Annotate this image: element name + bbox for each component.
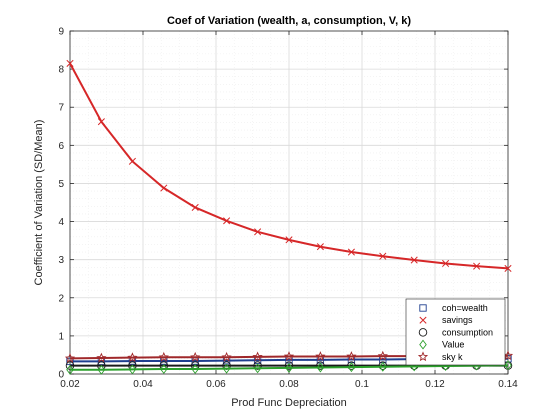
- x-axis-label: Prod Func Depreciation: [231, 397, 347, 409]
- data-point: [473, 262, 481, 270]
- y-tick-label: 9: [58, 27, 64, 38]
- data-point: [316, 361, 325, 370]
- data-point: [128, 157, 136, 165]
- data-point: [254, 228, 262, 236]
- data-point: [316, 243, 324, 251]
- data-point: [347, 362, 356, 373]
- legend: coh=wealth savings consumption Value sky k: [405, 298, 506, 366]
- data-point: [191, 203, 199, 212]
- x-tick-label: 0.06: [206, 379, 226, 390]
- data-point: [97, 118, 105, 126]
- y-tick-label: 3: [58, 255, 64, 266]
- legend-label: sky k: [442, 352, 463, 362]
- data-point: [315, 351, 326, 361]
- legend-label: Value: [442, 340, 464, 350]
- data-point: [285, 236, 293, 244]
- data-point: [222, 363, 231, 374]
- data-point: [66, 59, 74, 67]
- y-tick-label: 8: [58, 65, 64, 76]
- data-point: [127, 352, 138, 362]
- x-tick-label: 0.12: [425, 379, 445, 390]
- data-point: [347, 361, 356, 370]
- data-point: [66, 364, 74, 375]
- data-point: [410, 256, 418, 264]
- legend-label: savings: [442, 315, 473, 325]
- legend-item: savings: [419, 315, 473, 325]
- data-point: [347, 248, 355, 256]
- legend-marker: [419, 304, 427, 312]
- legend-item: consumption: [418, 327, 493, 337]
- data-point: [97, 364, 106, 375]
- data-point: [191, 364, 199, 374]
- data-point: [504, 264, 512, 272]
- legend-marker: [417, 351, 429, 362]
- data-point: [160, 184, 168, 192]
- legend-item: coh=wealth: [419, 303, 488, 313]
- y-tick-label: 2: [58, 293, 64, 304]
- data-point: [160, 364, 168, 374]
- data-point: [221, 351, 232, 362]
- series-lines: [64, 59, 514, 375]
- y-axis-label: Coefficient of Variation (SD/Mean): [33, 120, 45, 286]
- data-point: [379, 361, 387, 372]
- data-point: [285, 362, 293, 373]
- x-tick-label: 0.02: [60, 379, 80, 390]
- x-tick-label: 0.14: [498, 379, 518, 390]
- x-tick-label: 0.08: [279, 379, 299, 390]
- series-line: [70, 364, 509, 371]
- data-point: [64, 352, 76, 363]
- series-1: [66, 59, 512, 272]
- chart-title: Coef of Variation (wealth, a, consumptio…: [167, 15, 411, 27]
- data-point: [96, 352, 107, 363]
- legend-item: Value: [419, 339, 464, 350]
- legend-item: sky k: [417, 351, 463, 362]
- data-point: [252, 351, 263, 362]
- data-point: [378, 361, 388, 370]
- data-point: [253, 361, 262, 370]
- data-point: [316, 362, 325, 373]
- data-point: [190, 351, 201, 362]
- legend-label: consumption: [442, 327, 493, 337]
- data-point: [346, 351, 357, 361]
- legend-marker: [418, 328, 428, 337]
- x-tick-label: 0.1: [355, 379, 369, 390]
- y-tick-label: 1: [58, 331, 64, 342]
- data-point: [283, 351, 295, 361]
- axis-ticks: 0.02 0.04 0.06 0.08 0.1 0.12 0.14 0 1 2 3 4 5 6 7 8 9: [58, 27, 518, 391]
- y-tick-label: 4: [58, 217, 64, 228]
- legend-marker: [419, 339, 427, 350]
- data-point: [377, 350, 388, 361]
- x-tick-label: 0.04: [133, 379, 153, 390]
- data-point: [253, 363, 262, 374]
- y-tick-label: 6: [58, 141, 64, 152]
- data-point: [158, 351, 169, 362]
- y-tick-label: 5: [58, 179, 64, 190]
- data-point: [128, 364, 137, 375]
- data-point: [442, 259, 450, 268]
- data-point: [504, 360, 512, 371]
- data-point: [379, 252, 387, 260]
- legend-label: coh=wealth: [442, 303, 488, 313]
- legend-marker: [419, 316, 427, 324]
- data-point: [284, 361, 294, 370]
- y-tick-label: 0: [58, 370, 64, 381]
- y-tick-label: 7: [58, 103, 64, 114]
- series-3: [66, 360, 512, 375]
- data-point: [223, 217, 231, 225]
